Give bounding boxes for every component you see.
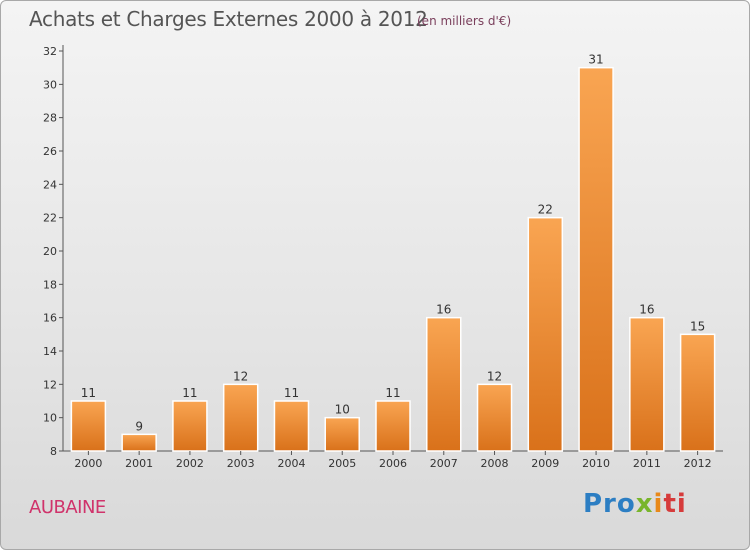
bar [578, 66, 614, 452]
chart-subtitle: (en milliers d'€) [417, 14, 512, 28]
bar [527, 216, 564, 452]
bar-value-label: 11 [385, 386, 400, 400]
bar [324, 416, 360, 452]
bar-value-label: 11 [182, 386, 197, 400]
bar [375, 400, 411, 452]
bar [629, 316, 665, 452]
y-tick-label: 32 [43, 45, 57, 58]
y-tick-label: 22 [43, 212, 57, 225]
x-tick-label: 2001 [125, 457, 153, 470]
y-tick-label: 14 [43, 345, 57, 358]
bar [426, 316, 462, 452]
x-tick-label: 2011 [633, 457, 661, 470]
bar-value-label: 16 [639, 303, 654, 317]
y-tick-label: 16 [43, 312, 57, 325]
x-tick-label: 2006 [379, 457, 407, 470]
bar-value-label: 12 [487, 369, 502, 383]
x-tick-label: 2002 [176, 457, 204, 470]
bar-value-label: 22 [538, 203, 553, 217]
logo-part-4: ti [663, 489, 687, 519]
logo-part-2: x [635, 489, 654, 519]
bar [273, 400, 310, 452]
bar [679, 333, 716, 452]
logo-part-1: Pro [583, 489, 636, 519]
bar [70, 400, 107, 452]
y-tick-label: 28 [43, 112, 57, 125]
y-tick-label: 10 [43, 412, 57, 425]
y-tick-label: 30 [43, 78, 57, 91]
proxiti-logo[interactable]: Proxiti [583, 489, 687, 519]
y-tick-label: 20 [43, 245, 57, 258]
bar-value-label: 11 [81, 386, 96, 400]
bar-value-label: 9 [135, 419, 143, 433]
y-tick-label: 26 [43, 145, 57, 158]
x-tick-label: 2004 [277, 457, 305, 470]
bar-value-label: 15 [690, 319, 705, 333]
chart-title: Achats et Charges Externes 2000 à 2012 [29, 7, 428, 31]
x-tick-label: 2010 [582, 457, 610, 470]
y-tick-label: 18 [43, 278, 57, 291]
bar-value-label: 10 [335, 403, 350, 417]
bar [222, 383, 259, 452]
bar-value-label: 12 [233, 369, 248, 383]
x-tick-label: 2009 [531, 457, 559, 470]
x-tick-label: 2000 [74, 457, 102, 470]
y-tick-label: 12 [43, 378, 57, 391]
bar [476, 383, 513, 452]
bar-value-label: 16 [436, 303, 451, 317]
x-tick-label: 2008 [481, 457, 509, 470]
bar-value-label: 31 [588, 53, 603, 67]
bar [121, 433, 157, 452]
y-tick-label: 8 [50, 445, 57, 458]
logo-part-3: i [653, 489, 664, 519]
bar-value-label: 11 [284, 386, 299, 400]
bar [172, 400, 208, 452]
x-tick-label: 2007 [430, 457, 458, 470]
commune-name: AUBAINE [29, 497, 106, 518]
y-tick-label: 24 [43, 178, 57, 191]
x-tick-label: 2005 [328, 457, 356, 470]
x-tick-label: 2012 [684, 457, 712, 470]
x-tick-label: 2003 [227, 457, 255, 470]
